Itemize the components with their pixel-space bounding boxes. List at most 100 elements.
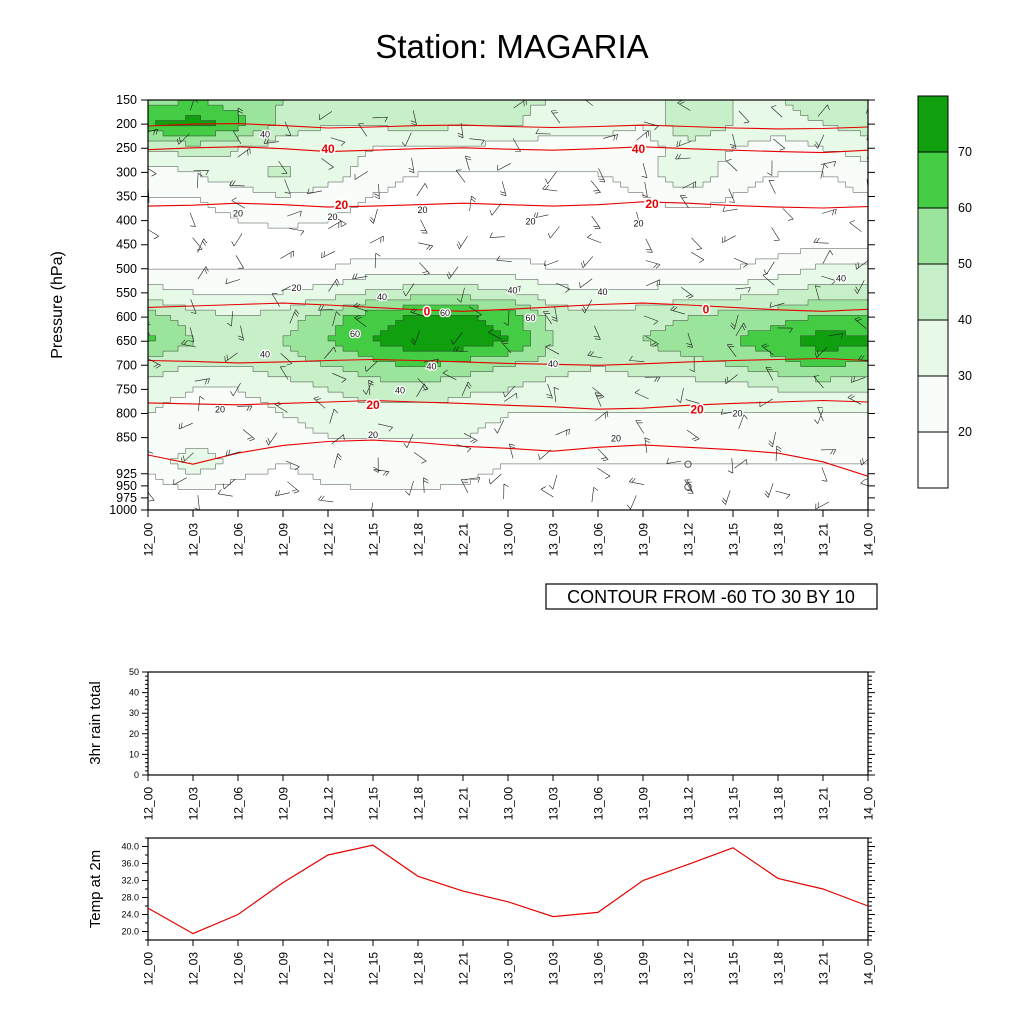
pressure-tick-label: 200 — [116, 117, 137, 131]
red-contour-line — [148, 123, 868, 130]
colorbar-cell — [917, 95, 949, 153]
time-tick-label: 12_18 — [412, 787, 426, 821]
contour-note: CONTOUR FROM -60 TO 30 BY 10 — [545, 583, 878, 610]
temp-ytick-label: 36.0 — [121, 859, 139, 869]
time-tick-label: 12_15 — [367, 787, 381, 821]
time-tick-label: 13_00 — [502, 952, 516, 986]
red-contour-label: 40 — [321, 142, 335, 156]
pressure-tick-label: 975 — [116, 491, 137, 505]
contour-label: 40 — [507, 286, 517, 296]
pressure-tick-label: 400 — [116, 214, 137, 228]
time-tick-label: 13_00 — [502, 523, 516, 557]
time-tick-label: 12_00 — [142, 952, 156, 986]
contour-label: 60 — [350, 329, 360, 339]
time-tick-label: 13_06 — [592, 952, 606, 986]
colorbar-cell — [917, 207, 949, 265]
time-tick-label: 13_18 — [772, 787, 786, 821]
pressure-tick-label: 450 — [116, 238, 137, 252]
rain-frame — [147, 671, 869, 776]
time-tick-label: 12_03 — [187, 952, 201, 986]
contour-label: 40 — [260, 350, 270, 360]
time-tick-label: 13_06 — [592, 787, 606, 821]
time-tick-label: 12_12 — [322, 523, 336, 557]
time-tick-label: 13_03 — [547, 787, 561, 821]
wind-barbs — [148, 100, 868, 510]
pressure-tick-label: 500 — [116, 262, 137, 276]
contour-note-text: CONTOUR FROM -60 TO 30 BY 10 — [567, 587, 855, 607]
colorbar-label: 70 — [958, 145, 972, 159]
time-tick-label: 13_21 — [817, 523, 831, 557]
contour-label: 20 — [215, 405, 225, 415]
rain-ytick-label: 50 — [129, 667, 139, 677]
time-tick-label: 13_15 — [727, 523, 741, 557]
red-contour-line — [148, 399, 868, 410]
calm-wind-marker — [684, 460, 692, 468]
time-tick-label: 13_18 — [772, 952, 786, 986]
temp-ytick-label: 32.0 — [121, 876, 139, 886]
contour-label: 20 — [368, 430, 378, 440]
red-contour-label: 20 — [645, 197, 659, 211]
colorbar-cell — [917, 263, 949, 321]
rain-ytick-label: 10 — [129, 749, 139, 759]
pressure-tick-label: 925 — [116, 467, 137, 481]
pressure-tick-label: 350 — [116, 190, 137, 204]
time-tick-label: 12_15 — [367, 523, 381, 557]
humidity-shading — [148, 100, 868, 490]
temp-frame — [147, 837, 869, 941]
time-tick-label: 12_12 — [322, 952, 336, 986]
page-title: Station: MAGARIA — [375, 28, 648, 65]
temp-axis-ticks — [142, 837, 875, 946]
time-tick-label: 14_00 — [862, 523, 876, 557]
red-contour-label: 40 — [632, 142, 646, 156]
colorbar-cell — [917, 431, 949, 489]
temp-line — [147, 844, 869, 935]
contour-label: 40 — [377, 292, 387, 302]
red-contour-label: 0 — [424, 304, 431, 318]
time-tick-label: 12_00 — [142, 523, 156, 557]
contour-label: 20 — [327, 212, 337, 222]
temp-ytick-label: 24.0 — [121, 910, 139, 920]
colorbar-label: 20 — [958, 425, 972, 439]
pressure-tick-label: 600 — [116, 310, 137, 324]
red-contour-line — [148, 439, 868, 477]
contour-label: 20 — [291, 283, 301, 293]
time-tick-label: 13_18 — [772, 523, 786, 557]
red-contour-label: 20 — [366, 398, 380, 412]
cross-section-ticks — [141, 99, 875, 517]
contour-label: 40 — [836, 274, 846, 284]
rain-ytick-label: 30 — [129, 708, 139, 718]
time-tick-label: 13_21 — [817, 787, 831, 821]
time-tick-label: 14_00 — [862, 787, 876, 821]
contour-label: 20 — [417, 205, 427, 215]
contour-label: 60 — [440, 308, 450, 318]
humidity-colorbar: 70 60 50 40 30 20 — [917, 95, 972, 489]
temp-panel: 20.0 24.0 28.0 32.0 36.0 40.0 12_00 12_03 12_06 1… — [121, 837, 876, 986]
colorbar-label: 50 — [958, 257, 972, 271]
time-tick-label: 12_03 — [187, 523, 201, 557]
red-contour-line — [148, 146, 868, 154]
colorbar-label: 30 — [958, 369, 972, 383]
time-tick-label: 12_00 — [142, 787, 156, 821]
colorbar-cell — [917, 151, 949, 209]
pressure-tick-label: 850 — [116, 431, 137, 445]
time-tick-label: 13_12 — [682, 787, 696, 821]
pressure-tick-label: 550 — [116, 286, 137, 300]
time-tick-label: 13_09 — [637, 523, 651, 557]
time-tick-label: 13_09 — [637, 787, 651, 821]
temp-ytick-label: 40.0 — [121, 842, 139, 852]
red-contour-line — [148, 302, 868, 312]
pressure-tick-label: 950 — [116, 479, 137, 493]
contour-label: 20 — [233, 208, 243, 218]
contour-label: 40 — [548, 359, 558, 369]
contour-note-box — [545, 583, 878, 610]
rain-panel: 0 10 20 30 40 50 12_00 12_03 12_06 12_09 12_12 12_1… — [129, 667, 876, 820]
contour-label: 40 — [260, 130, 270, 140]
pressure-tick-label: 700 — [116, 358, 137, 372]
colorbar-cell — [917, 319, 949, 377]
contour-label: 20 — [633, 219, 643, 229]
red-contour-line — [148, 357, 868, 366]
contour-label: 20 — [525, 217, 535, 227]
contour-label: 40 — [395, 385, 405, 395]
